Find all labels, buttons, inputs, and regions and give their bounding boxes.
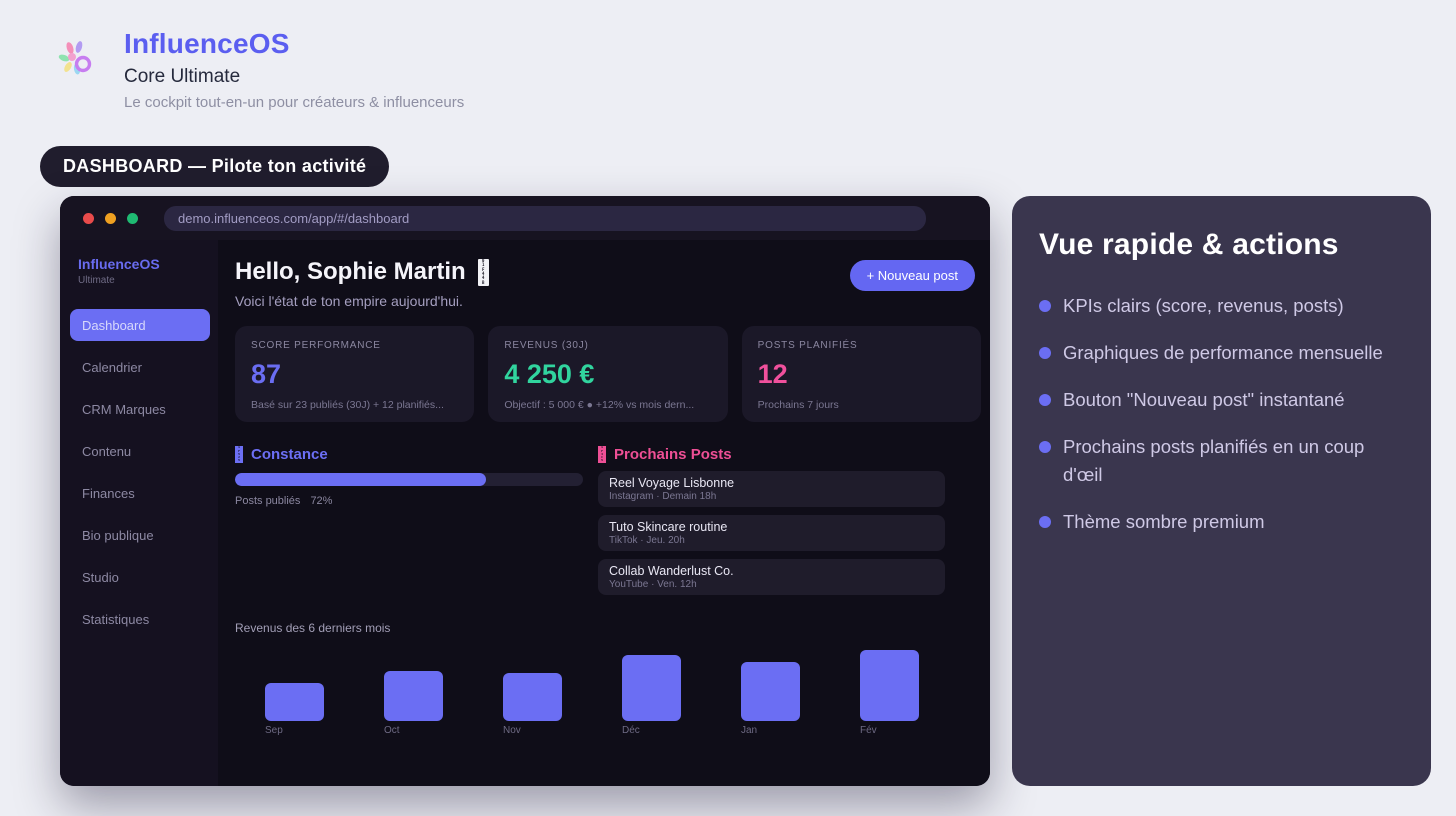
close-window-icon[interactable]	[83, 212, 94, 224]
constance-section: 1 F 5 2 5 Constance Posts publiés 72%	[235, 446, 583, 595]
kpi-card-revenus: REVENUS (30J) 4 250 € Objectif : 5 000 €…	[488, 326, 728, 422]
sidebar-plan-badge: Ultimate	[78, 275, 115, 286]
sidebar-brand: InfluenceOS	[78, 256, 160, 272]
chart-column: Sep	[235, 650, 354, 736]
window-controls	[83, 212, 138, 224]
feature-list: KPIs clairs (score, revenus, posts) Grap…	[1039, 292, 1401, 536]
kpi-subtext: Basé sur 23 publiés (30J) + 12 planifiés…	[251, 399, 444, 411]
feature-item-dark-theme: Thème sombre premium	[1039, 508, 1401, 536]
revenue-chart: Sep Oct Nov Déc Jan Fév	[235, 650, 949, 736]
chart-column: Jan	[711, 650, 830, 736]
dashboard-main: Hello, Sophie Martin 0 1 F 4 4 B Voici l'état …	[218, 240, 990, 786]
app-shell: InfluenceOS Ultimate Dashboard Calendrie…	[60, 240, 990, 786]
post-title: Reel Voyage Lisbonne	[609, 476, 735, 490]
app-logo-icon	[58, 41, 92, 75]
sidebar-item-studio[interactable]: Studio	[82, 569, 119, 585]
greeting-subtitle: Voici l'état de ton empire aujourd'hui.	[235, 293, 463, 309]
chart-column: Déc	[592, 650, 711, 736]
constance-caption: Posts publiés 72%	[235, 495, 333, 507]
kpi-row: SCORE PERFORMANCE 87 Basé sur 23 publiés…	[235, 326, 981, 422]
browser-window: demo.influenceos.com/app/#/dashboard Inf…	[60, 196, 990, 786]
chart-column: Oct	[354, 650, 473, 736]
feature-item-upcoming-posts: Prochains posts planifiés en un coup d'œ…	[1039, 433, 1401, 489]
bullet-dot-icon	[1039, 347, 1051, 359]
upcoming-post-item[interactable]: Tuto Skincare routine TikTok · Jeu. 20h	[598, 515, 945, 551]
chart-bar-nov	[503, 673, 562, 721]
page-header: InfluenceOS Core Ultimate Le cockpit tou…	[56, 28, 464, 111]
chart-column: Nov	[473, 650, 592, 736]
feature-item-graphs: Graphiques de performance mensuelle	[1039, 339, 1401, 367]
kpi-subtext: Prochains 7 jours	[757, 399, 839, 411]
sidebar-item-statistiques[interactable]: Statistiques	[82, 611, 150, 627]
revenue-chart-title: Revenus des 6 derniers mois	[235, 621, 391, 635]
kpi-value-revenus: 4 250 €	[504, 359, 595, 389]
feature-item-kpis: KPIs clairs (score, revenus, posts)	[1039, 292, 1401, 320]
kpi-card-score: SCORE PERFORMANCE 87 Basé sur 23 publiés…	[235, 326, 475, 422]
constance-progress-fill	[235, 473, 486, 486]
sidebar-item-dashboard[interactable]: Dashboard	[70, 309, 210, 341]
quick-view-panel: Vue rapide & actions KPIs clairs (score,…	[1012, 196, 1431, 786]
chart-bar-sep	[265, 683, 324, 721]
page-subtitle: Core Ultimate	[124, 66, 241, 87]
sidebar-item-calendrier[interactable]: Calendrier	[82, 359, 142, 375]
kpi-value-score: 87	[251, 359, 282, 389]
page-tagline: Le cockpit tout-en-un pour créateurs & i…	[124, 94, 465, 111]
chart-bar-oct	[384, 671, 443, 721]
chart-bar-fév	[860, 650, 919, 721]
kpi-label: SCORE PERFORMANCE	[251, 340, 381, 351]
browser-titlebar: demo.influenceos.com/app/#/dashboard	[60, 196, 990, 240]
constance-title: 1 F 5 2 5 Constance	[235, 446, 583, 463]
post-title: Collab Wanderlust Co.	[609, 564, 734, 578]
chart-tick-label: Nov	[503, 725, 521, 736]
constance-progress-bar	[235, 473, 583, 486]
chart-tick-label: Jan	[741, 725, 758, 736]
chart-bar-jan	[741, 662, 800, 721]
sidebar-item-crm-marques[interactable]: CRM Marques	[82, 401, 166, 417]
kpi-card-posts-planifies: POSTS PLANIFIÉS 12 Prochains 7 jours	[741, 326, 981, 422]
kpi-label: REVENUS (30J)	[504, 340, 589, 351]
post-meta: Instagram · Demain 18h	[609, 491, 717, 502]
url-bar[interactable]: demo.influenceos.com/app/#/dashboard	[164, 205, 926, 231]
kpi-subtext: Objectif : 5 000 € ● +12% vs mois dern..…	[504, 399, 695, 411]
upcoming-post-item[interactable]: Reel Voyage Lisbonne Instagram · Demain …	[598, 471, 945, 507]
maximize-window-icon[interactable]	[127, 212, 138, 224]
post-title: Tuto Skincare routine	[609, 520, 728, 534]
greeting-heading: Hello, Sophie Martin 0 1 F 4 4 B	[235, 258, 489, 286]
kpi-value-posts: 12	[757, 359, 788, 389]
bullet-dot-icon	[1039, 300, 1051, 312]
chart-tick-label: Fév	[860, 725, 877, 736]
sidebar: InfluenceOS Ultimate Dashboard Calendrie…	[60, 240, 218, 786]
sidebar-item-bio-publique[interactable]: Bio publique	[82, 527, 154, 543]
minimize-window-icon[interactable]	[105, 212, 116, 224]
upcoming-posts-section: 1 F 4 C 5 Prochains Posts Reel Voyage Lisbonn…	[598, 446, 945, 595]
kpi-label: POSTS PLANIFIÉS	[757, 340, 858, 351]
section-badge: DASHBOARD — Pilote ton activité	[40, 146, 390, 187]
sidebar-item-contenu[interactable]: Contenu	[82, 443, 132, 459]
new-post-button[interactable]: + Nouveau post	[849, 260, 975, 291]
bullet-dot-icon	[1039, 516, 1051, 528]
sidebar-item-finances[interactable]: Finances	[82, 485, 135, 501]
chart-column: Fév	[830, 650, 949, 736]
bullet-dot-icon	[1039, 441, 1051, 453]
page-title: InfluenceOS	[124, 28, 290, 59]
post-meta: TikTok · Jeu. 20h	[609, 535, 685, 546]
upcoming-post-item[interactable]: Collab Wanderlust Co. YouTube · Ven. 12h	[598, 559, 945, 595]
bullet-dot-icon	[1039, 394, 1051, 406]
chart-tick-label: Oct	[384, 725, 400, 736]
upcoming-posts-title: 1 F 4 C 5 Prochains Posts	[598, 446, 945, 463]
url-text: demo.influenceos.com/app/#/dashboard	[178, 210, 410, 226]
chart-tick-label: Déc	[622, 725, 640, 736]
chart-tick-label: Sep	[265, 725, 283, 736]
chart-bar-déc	[622, 655, 681, 721]
post-meta: YouTube · Ven. 12h	[609, 579, 697, 590]
feature-item-new-post-button: Bouton "Nouveau post" instantané	[1039, 386, 1401, 414]
panel-title: Vue rapide & actions	[1039, 228, 1339, 261]
